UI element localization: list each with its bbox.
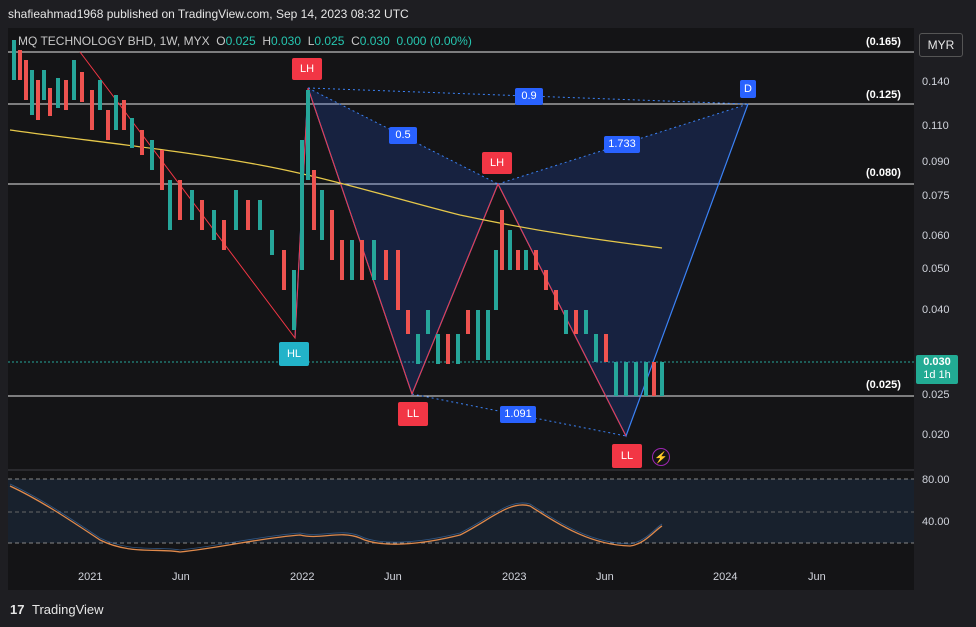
time-tick: 2024 <box>713 571 738 583</box>
close-label: C <box>351 34 360 48</box>
price-tick: 0.075 <box>922 190 950 202</box>
footer: 17 TradingView <box>0 596 976 627</box>
rsi-band <box>8 479 914 543</box>
label-lh-2[interactable]: LH <box>482 152 512 174</box>
currency-button[interactable]: MYR <box>919 33 963 57</box>
rsi-tick: 80.00 <box>922 474 950 486</box>
time-tick: 2023 <box>502 571 527 583</box>
open-value: 0.025 <box>225 34 256 48</box>
price-tick: 0.020 <box>922 429 950 441</box>
high-label: H <box>262 34 271 48</box>
ratio-0-9[interactable]: 0.9 <box>515 88 543 105</box>
time-tick: 2022 <box>290 571 315 583</box>
label-lh-1[interactable]: LH <box>292 58 322 80</box>
price-axis[interactable] <box>914 28 976 590</box>
price-tick: 0.040 <box>922 304 950 316</box>
time-tick: 2021 <box>78 571 103 583</box>
label-ll-2[interactable]: LL <box>612 444 642 468</box>
close-value: 0.030 <box>359 34 390 48</box>
bar-countdown: 1d 1h <box>923 369 951 381</box>
time-tick: Jun <box>596 571 614 583</box>
time-tick: Jun <box>808 571 826 583</box>
price-tick: 0.140 <box>922 76 950 88</box>
symbol-legend[interactable]: MQ TECHNOLOGY BHD, 1W, MYX O0.025 H0.030… <box>18 34 472 48</box>
price-tick: 0.025 <box>922 389 950 401</box>
change-value: 0.000 (0.00%) <box>396 34 472 48</box>
tradingview-logo-icon: 17 <box>10 602 25 617</box>
last-price-value: 0.030 <box>923 356 951 368</box>
hline-label-0125: (0.125) <box>866 89 901 101</box>
harmonic-ac <box>411 393 627 437</box>
low-label: L <box>307 34 315 48</box>
label-ll-1[interactable]: LL <box>398 402 428 426</box>
label-hl[interactable]: HL <box>279 342 309 366</box>
price-tick: 0.060 <box>922 230 950 242</box>
harmonic-triangle-1[interactable] <box>308 88 498 394</box>
symbol-name: MQ TECHNOLOGY BHD, 1W, MYX <box>18 34 210 48</box>
hline-label-0080: (0.080) <box>866 167 901 179</box>
time-tick: Jun <box>172 571 190 583</box>
high-value: 0.030 <box>270 34 302 48</box>
lightning-icon[interactable]: ⚡ <box>652 448 670 466</box>
ratio-0-5[interactable]: 0.5 <box>389 127 417 144</box>
moving-average <box>9 129 663 249</box>
price-tick: 0.090 <box>922 156 950 168</box>
hline-label-0025: (0.025) <box>866 379 901 391</box>
low-value: 0.025 <box>314 34 345 48</box>
price-tick: 0.110 <box>922 120 949 132</box>
price-tick: 0.050 <box>922 263 950 275</box>
ratio-1-733[interactable]: 1.733 <box>604 136 640 153</box>
candles <box>12 40 664 396</box>
brand-name[interactable]: TradingView <box>32 602 104 617</box>
rsi-line <box>9 485 663 553</box>
published-header: shafieahmad1968 published on TradingView… <box>0 0 976 28</box>
harmonic-triangle-2[interactable] <box>498 104 748 436</box>
last-price-badge: 0.030 1d 1h <box>916 355 958 384</box>
ratio-1-091[interactable]: 1.091 <box>500 406 536 423</box>
published-text: shafieahmad1968 published on TradingView… <box>8 7 409 21</box>
rsi-ma-line <box>9 483 663 551</box>
open-label: O <box>216 34 226 48</box>
hline-label-0165: (0.165) <box>866 36 901 48</box>
label-d[interactable]: D <box>740 80 756 98</box>
rsi-tick: 40.00 <box>922 516 950 528</box>
time-tick: Jun <box>384 571 402 583</box>
